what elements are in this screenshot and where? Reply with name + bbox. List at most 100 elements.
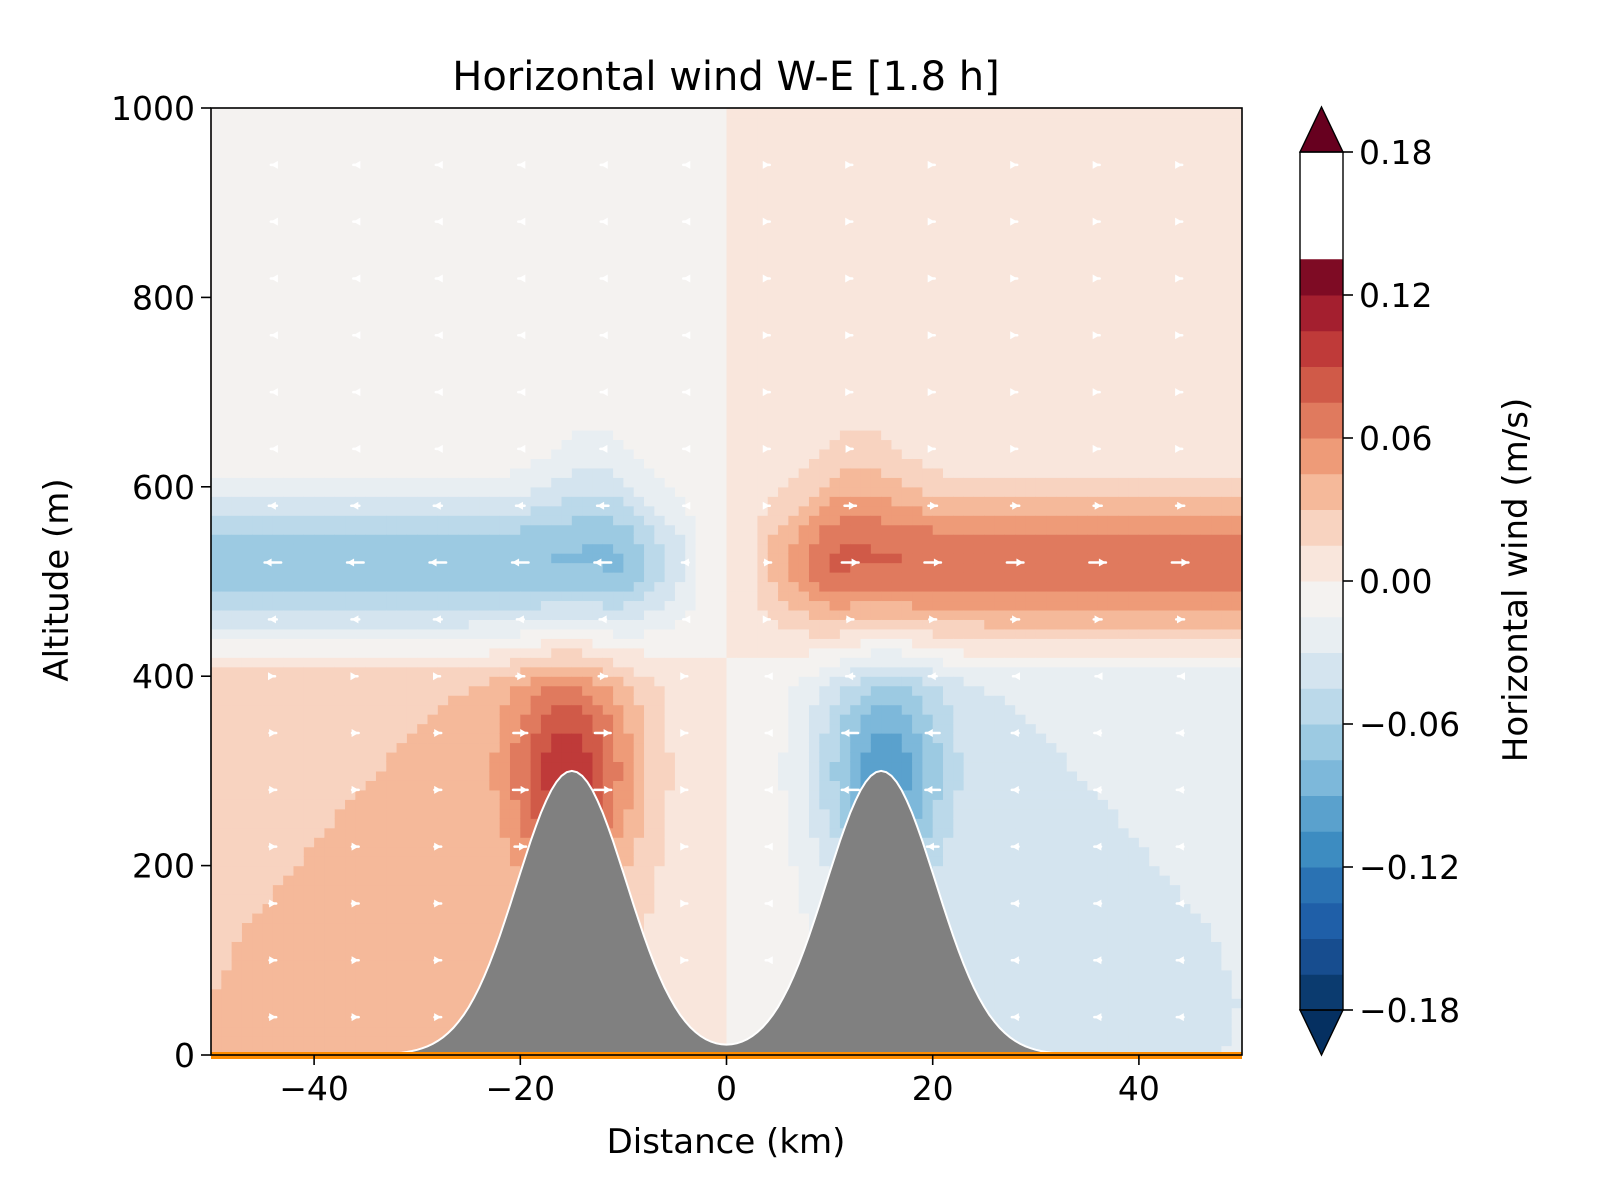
heatmap-cell — [571, 382, 583, 393]
heatmap-cell — [211, 789, 222, 800]
heatmap-cell — [540, 628, 552, 639]
heatmap-cell — [303, 799, 315, 810]
heatmap-cell — [664, 799, 676, 810]
heatmap-cell — [479, 619, 490, 630]
heatmap-cell — [613, 780, 624, 791]
heatmap-cell — [644, 931, 655, 942]
heatmap-cell — [355, 619, 367, 630]
heatmap-cell — [437, 685, 449, 696]
heatmap-cell — [695, 354, 707, 365]
heatmap-cell — [221, 704, 233, 715]
heatmap-cell — [664, 193, 676, 204]
heatmap-cell — [355, 117, 367, 128]
heatmap-cell — [448, 108, 460, 119]
heatmap-cell — [499, 420, 511, 431]
heatmap-cell — [520, 761, 532, 772]
heatmap-cell — [468, 581, 480, 592]
heatmap-cell — [406, 278, 418, 289]
heatmap-cell — [375, 458, 387, 469]
heatmap-cell — [520, 306, 532, 317]
heatmap-cell — [716, 486, 728, 497]
heatmap-cell — [375, 960, 387, 971]
heatmap-cell — [262, 884, 274, 895]
heatmap-cell — [293, 676, 305, 687]
heatmap-cell — [489, 808, 501, 819]
heatmap-cell — [334, 259, 346, 270]
heatmap-cell — [582, 259, 594, 270]
heatmap-cell — [314, 581, 326, 592]
heatmap-cell — [623, 770, 635, 781]
heatmap-cell — [695, 183, 707, 194]
heatmap-cell — [241, 486, 253, 497]
heatmap-cell — [375, 619, 387, 630]
heatmap-cell — [644, 505, 655, 516]
heatmap-cell — [705, 856, 717, 867]
heatmap-cell — [283, 751, 295, 763]
heatmap-cell — [231, 287, 243, 298]
heatmap-cell — [427, 733, 439, 744]
heatmap-cell — [231, 193, 243, 204]
heatmap-cell — [334, 761, 346, 772]
heatmap-cell — [664, 884, 676, 895]
heatmap-cell — [448, 212, 460, 223]
heatmap-cell — [417, 572, 429, 583]
heatmap-cell — [499, 894, 511, 905]
heatmap-cell — [231, 155, 243, 166]
heatmap-cell — [520, 676, 532, 687]
heatmap-cell — [345, 306, 356, 317]
heatmap-cell — [695, 363, 707, 374]
heatmap-cell — [705, 486, 717, 497]
heatmap-cell — [716, 354, 728, 365]
heatmap-cell — [386, 278, 398, 289]
heatmap-cell — [262, 1045, 274, 1055]
heatmap-cell — [705, 515, 717, 526]
heatmap-cell — [241, 770, 253, 781]
heatmap-cell — [540, 164, 552, 175]
heatmap-cell — [211, 202, 222, 213]
heatmap-cell — [520, 808, 532, 819]
heatmap-cell — [592, 297, 604, 308]
heatmap-cell — [396, 373, 408, 384]
heatmap-cell — [437, 1026, 449, 1037]
heatmap-cell — [540, 467, 552, 478]
heatmap-cell — [695, 1017, 707, 1028]
heatmap-cell — [561, 628, 573, 639]
heatmap-cell — [654, 515, 666, 526]
heatmap-cell — [303, 969, 315, 980]
heatmap-cell — [427, 827, 439, 838]
heatmap-cell — [602, 240, 614, 251]
heatmap-cell — [468, 108, 480, 119]
heatmap-cell — [520, 212, 532, 223]
heatmap-cell — [417, 969, 429, 980]
heatmap-cell — [644, 808, 655, 819]
heatmap-cell — [592, 524, 604, 535]
heatmap-cell — [221, 657, 233, 668]
heatmap-cell — [417, 458, 429, 469]
heatmap-cell — [334, 647, 346, 658]
heatmap-cell — [293, 240, 305, 251]
heatmap-cell — [437, 354, 449, 365]
heatmap-cell — [262, 676, 274, 687]
heatmap-cell — [705, 799, 717, 810]
heatmap-cell — [355, 572, 367, 583]
heatmap-cell — [623, 505, 635, 516]
heatmap-cell — [623, 572, 635, 583]
heatmap-cell — [633, 628, 645, 639]
heatmap-cell — [386, 941, 398, 952]
heatmap-cell — [386, 363, 398, 374]
heatmap-cell — [582, 496, 594, 507]
heatmap-cell — [695, 969, 707, 980]
heatmap-cell — [479, 306, 490, 317]
heatmap-cell — [427, 155, 439, 166]
heatmap-cell — [417, 647, 429, 658]
heatmap-cell — [633, 657, 645, 668]
heatmap-cell — [561, 761, 573, 772]
heatmap-cell — [479, 486, 490, 497]
heatmap-cell — [716, 884, 728, 895]
heatmap-cell — [613, 268, 624, 280]
heatmap-cell — [283, 875, 295, 886]
heatmap-cell — [303, 297, 315, 308]
heatmap-cell — [417, 411, 429, 422]
heatmap-cell — [520, 174, 532, 185]
heatmap-cell — [592, 126, 604, 138]
